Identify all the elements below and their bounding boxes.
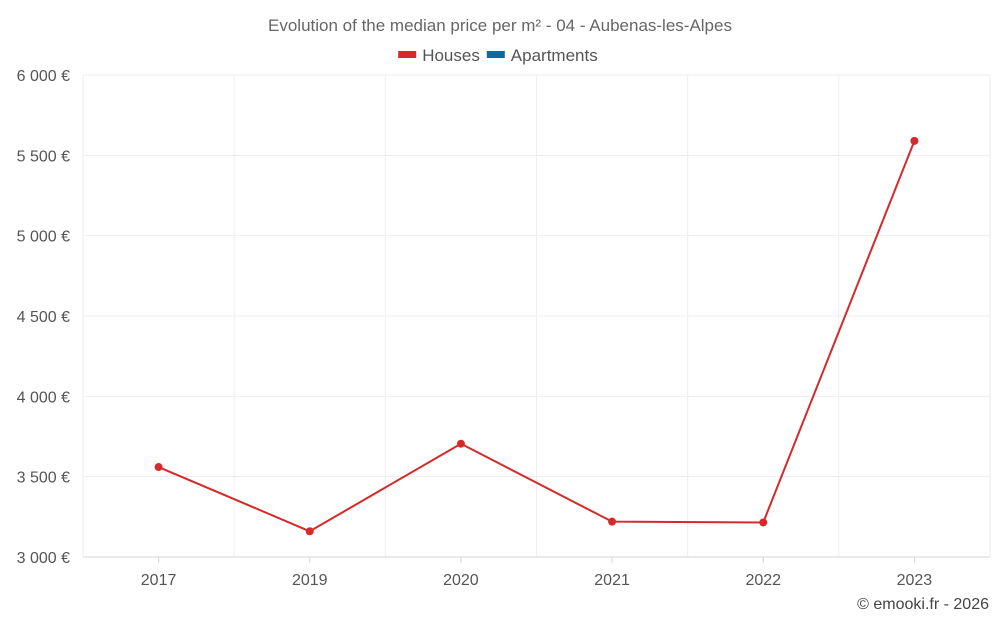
credit-text: © emooki.fr - 2026 [857,596,989,613]
legend: Houses Apartments [398,46,598,65]
y-tick-label: 6 000 € [17,68,70,85]
x-tick-label: 2023 [897,572,933,589]
series-line-houses [158,140,916,533]
data-point[interactable] [910,136,919,145]
legend-item-houses[interactable]: Houses [398,46,480,65]
y-axis: 3 000 € 3 500 € 4 000 € 4 500 € 5 000 € 5 500… [17,68,70,567]
x-tick-label: 2017 [141,572,177,589]
legend-item-apartments[interactable]: Apartments [486,46,598,65]
legend-label: Houses [422,46,480,65]
series-layer [154,136,919,536]
y-tick-label: 4 000 € [17,389,70,406]
legend-label: Apartments [511,46,598,65]
x-axis: 2017 2019 2020 2021 2022 2023 [83,556,990,589]
grid [82,74,991,557]
x-tick-label: 2021 [594,572,630,589]
legend-swatch [486,51,505,58]
chart-title: Evolution of the median price per m² - 0… [268,16,732,35]
x-tick-label: 2019 [292,572,328,589]
y-tick-label: 5 500 € [17,148,70,165]
data-point[interactable] [456,439,465,448]
y-tick-label: 3 000 € [17,550,70,567]
y-tick-label: 5 000 € [17,229,70,246]
y-tick-label: 3 500 € [17,470,70,487]
legend-swatch [398,51,417,58]
x-tick-label: 2022 [745,572,781,589]
data-point[interactable] [608,517,617,526]
data-point[interactable] [759,518,768,527]
data-point[interactable] [154,463,163,472]
x-tick-label: 2020 [443,572,479,589]
y-tick-label: 4 500 € [17,309,70,326]
data-point[interactable] [305,527,314,536]
